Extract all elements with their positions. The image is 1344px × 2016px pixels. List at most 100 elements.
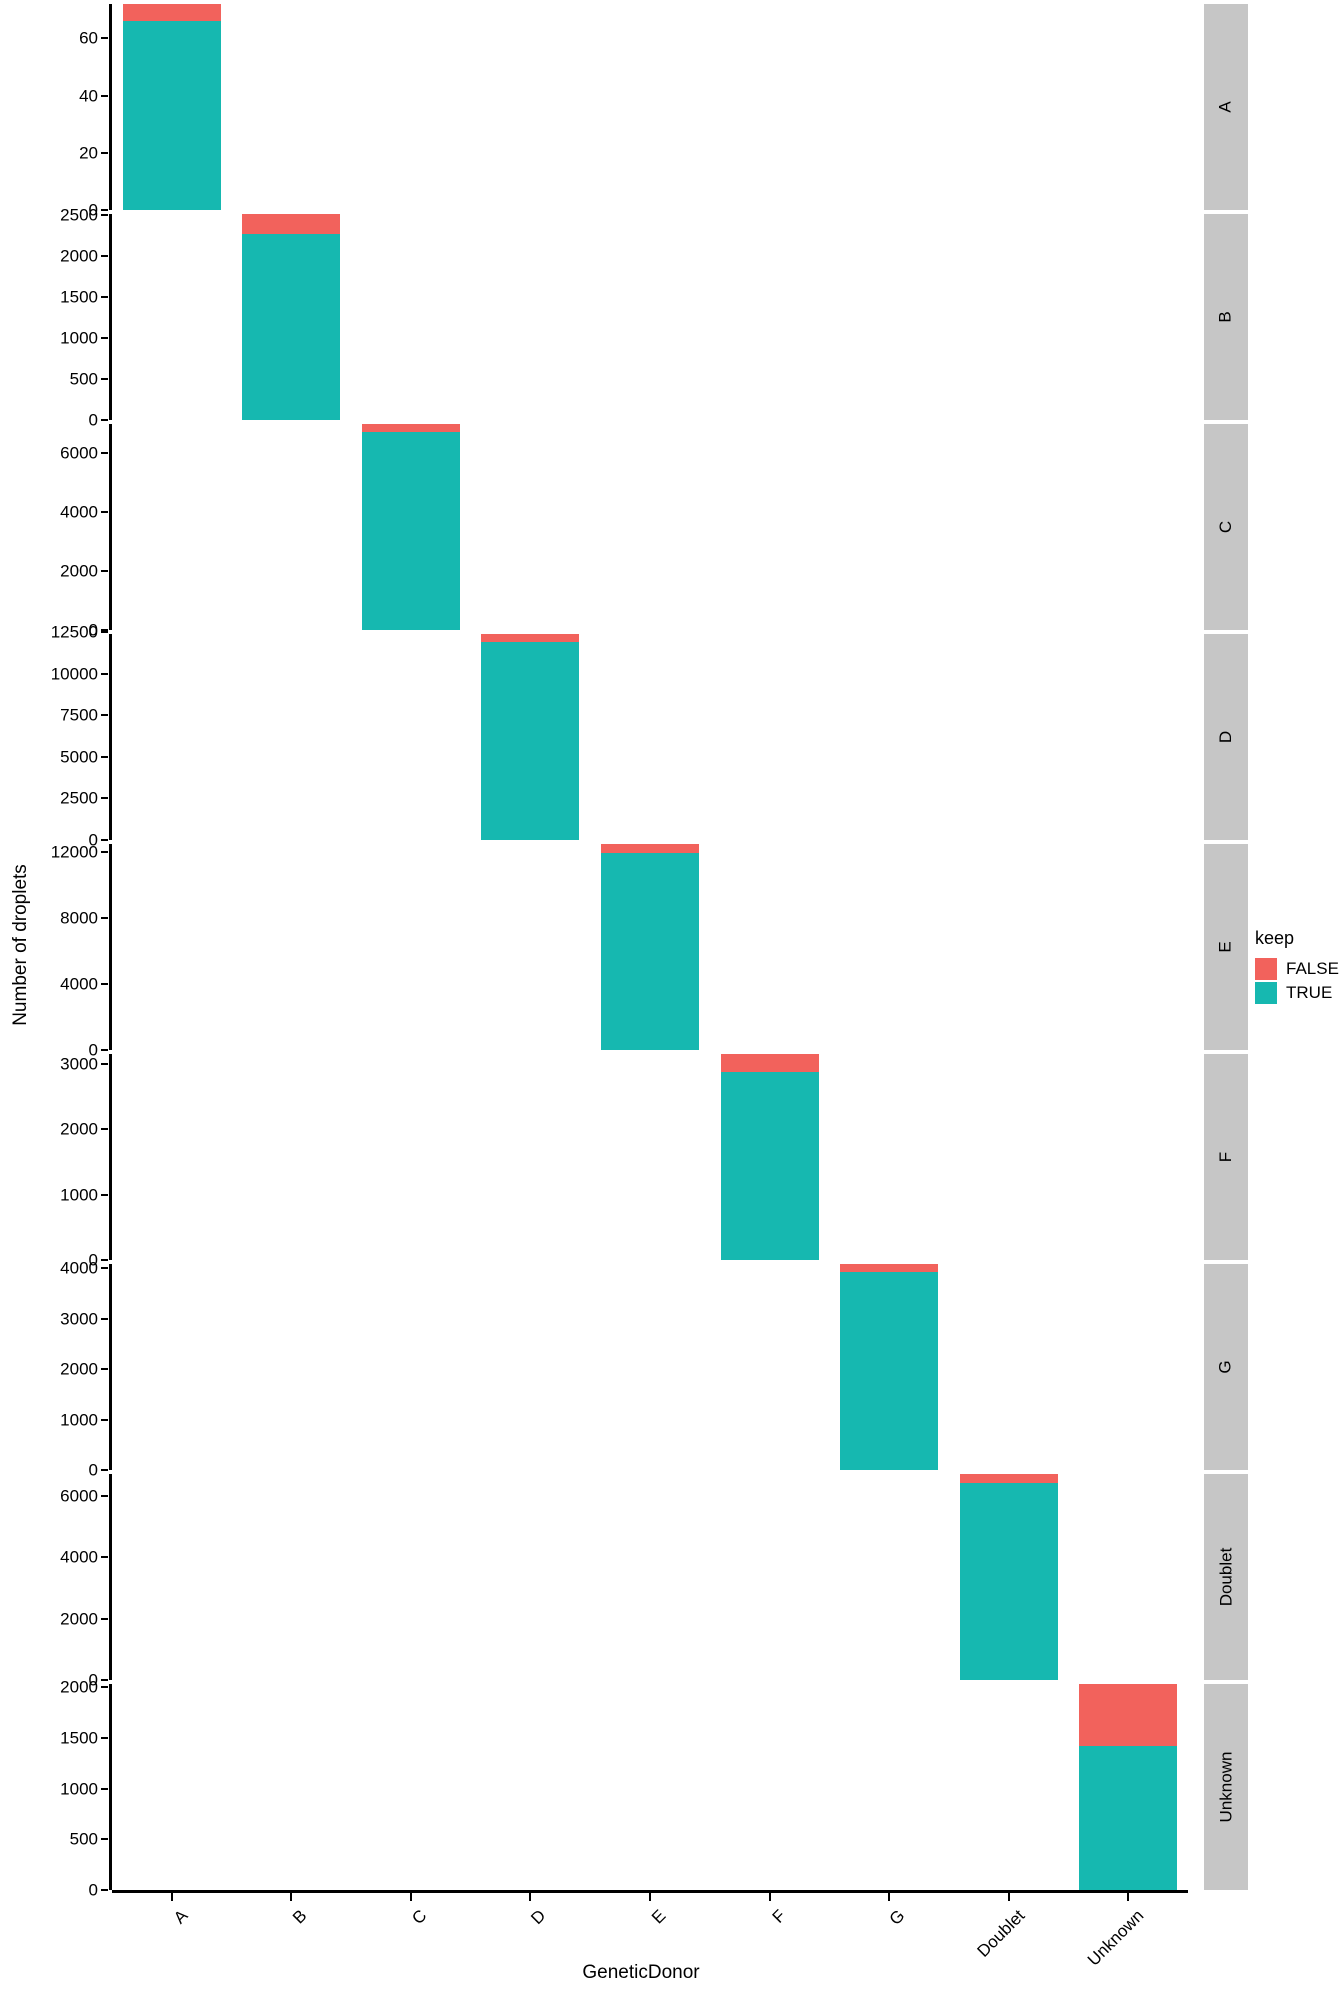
y-tick-label: 1500 xyxy=(60,1728,98,1748)
panel-plot-area xyxy=(112,214,1188,420)
y-tick-mark xyxy=(101,1679,108,1681)
panel-plot-area xyxy=(112,1264,1188,1470)
bar-segment-true[interactable] xyxy=(840,1272,939,1470)
bar-segment-false[interactable] xyxy=(600,844,699,853)
legend-swatch xyxy=(1255,958,1277,980)
stacked-bar[interactable] xyxy=(840,1264,939,1470)
facet-strip-e: E xyxy=(1204,844,1248,1050)
stacked-bar[interactable] xyxy=(361,424,460,630)
bar-segment-false[interactable] xyxy=(1079,1684,1178,1746)
facet-strip-f: F xyxy=(1204,1054,1248,1260)
bar-segment-true[interactable] xyxy=(481,642,580,840)
facet-strip-g: G xyxy=(1204,1264,1248,1470)
y-axis: 0 4000 8000 12000 xyxy=(38,842,112,1059)
y-tick-label: 2000 xyxy=(60,1359,98,1379)
facet-strip-label: C xyxy=(1216,520,1235,534)
y-tick-mark xyxy=(101,1128,108,1131)
x-tick-mark xyxy=(290,1893,293,1901)
stacked-bar[interactable] xyxy=(242,214,341,420)
y-tick-mark xyxy=(101,1368,108,1371)
bar-segment-true[interactable] xyxy=(242,233,341,420)
y-tick-mark xyxy=(101,631,108,634)
y-tick-mark xyxy=(101,672,108,675)
y-tick-mark xyxy=(101,1787,108,1790)
y-tick-label: 12000 xyxy=(50,842,98,862)
stacked-bar[interactable] xyxy=(720,1054,819,1260)
facet-strip-label: B xyxy=(1216,311,1235,323)
x-tick-label: A xyxy=(169,1906,192,1928)
y-axis: 0 20 40 60 xyxy=(38,4,112,219)
y-tick-label: 4000 xyxy=(60,1547,98,1567)
y-tick-label: 2000 xyxy=(60,561,98,581)
y-axis-line xyxy=(109,1054,112,1260)
facet-strip-label: F xyxy=(1215,1151,1235,1163)
panel-plot-area xyxy=(112,634,1188,840)
facet-strip-label: D xyxy=(1216,730,1235,744)
stacked-bar[interactable] xyxy=(122,4,221,210)
y-axis: 0 2000 4000 6000 xyxy=(38,424,112,639)
y-tick-label: 10000 xyxy=(50,664,98,684)
bar-segment-false[interactable] xyxy=(720,1054,819,1073)
stacked-bar[interactable] xyxy=(600,844,699,1050)
y-tick-mark xyxy=(101,1267,108,1270)
y-tick-label: 12500 xyxy=(50,622,98,642)
x-tick-mark xyxy=(1007,1893,1010,1901)
bar-segment-true[interactable] xyxy=(361,432,460,630)
bar-segment-true[interactable] xyxy=(720,1072,819,1260)
y-tick-label: 0 xyxy=(88,410,98,430)
y-tick-mark xyxy=(101,569,108,572)
facet-strip-b: B xyxy=(1204,214,1248,420)
legend-items: FALSE TRUE xyxy=(1255,958,1343,1004)
y-tick-label: 40 xyxy=(79,86,98,106)
legend-item[interactable]: TRUE xyxy=(1255,982,1343,1004)
y-tick-label: 2500 xyxy=(60,205,98,225)
facet-strip-a: A xyxy=(1204,4,1248,210)
legend-label: FALSE xyxy=(1286,959,1339,978)
y-tick-mark xyxy=(101,1049,108,1051)
y-tick-mark xyxy=(101,1736,108,1739)
y-tick-label: 20 xyxy=(79,143,98,163)
y-tick-mark xyxy=(101,1494,108,1497)
bar-segment-false[interactable] xyxy=(361,424,460,433)
y-tick-mark xyxy=(101,1317,108,1320)
y-tick-label: 1000 xyxy=(60,1779,98,1799)
facet-panel: 0 20 40 60 A xyxy=(38,4,1248,219)
bar-segment-false[interactable] xyxy=(242,214,341,234)
stacked-bar[interactable] xyxy=(959,1474,1058,1680)
bar-segment-true[interactable] xyxy=(122,21,221,210)
bar-segment-false[interactable] xyxy=(122,4,221,22)
bar-segment-true[interactable] xyxy=(1079,1745,1178,1890)
stacked-bar[interactable] xyxy=(1079,1684,1178,1890)
legend-label: TRUE xyxy=(1286,983,1333,1002)
y-tick-label: 5000 xyxy=(60,747,98,767)
legend-title: keep xyxy=(1255,928,1295,948)
y-tick-label: 2000 xyxy=(60,246,98,266)
y-tick-mark xyxy=(101,213,108,216)
y-tick-mark xyxy=(101,1062,108,1065)
y-tick-mark xyxy=(101,1838,108,1841)
y-axis-line xyxy=(109,214,112,420)
facet-panel: 0 4000 8000 12000 E xyxy=(38,842,1248,1059)
y-tick-label: 4000 xyxy=(60,1258,98,1278)
y-tick-mark xyxy=(101,254,108,257)
panel-plot-area xyxy=(112,424,1188,630)
y-axis: 0 1000 2000 3000 xyxy=(38,1054,112,1269)
y-tick-label: 1000 xyxy=(60,1185,98,1205)
facet-strip-doublet: Doublet xyxy=(1204,1474,1248,1680)
y-tick-label: 0 xyxy=(88,200,98,220)
y-tick-mark xyxy=(101,983,108,986)
bar-segment-false[interactable] xyxy=(481,634,580,643)
x-axis-title: GeneticDonor xyxy=(582,1962,700,1983)
bar-segment-false[interactable] xyxy=(840,1264,939,1273)
y-tick-label: 0 xyxy=(88,1460,98,1480)
facet-panel: 0 500 1000 1500 2000 2500 B xyxy=(38,206,1248,429)
bar-segment-true[interactable] xyxy=(959,1483,1058,1680)
facet-panel: 0 1000 2000 3000 4000 G xyxy=(38,1260,1248,1479)
y-tick-mark xyxy=(101,451,108,454)
legend-item[interactable]: FALSE xyxy=(1255,958,1343,980)
bar-segment-false[interactable] xyxy=(959,1474,1058,1484)
y-tick-mark xyxy=(101,510,108,513)
facet-panel: 0 2500 5000 7500 10000 12500 D xyxy=(38,624,1248,849)
bar-segment-true[interactable] xyxy=(600,852,699,1050)
stacked-bar[interactable] xyxy=(481,634,580,840)
